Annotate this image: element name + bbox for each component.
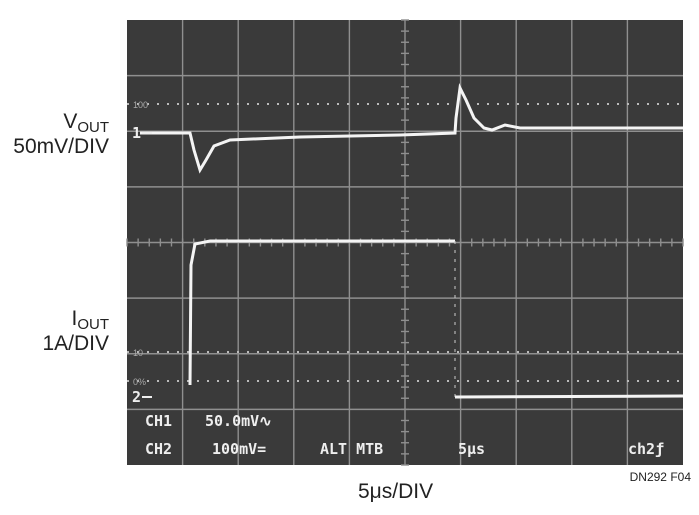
vout-sub: OUT <box>77 119 109 136</box>
readout: ALT MTB <box>320 440 383 458</box>
ch2-marker: 2 <box>132 388 141 406</box>
ref-label: 10 <box>133 348 143 358</box>
readout: 100mV= <box>212 440 266 458</box>
readout: CH1 <box>145 412 172 430</box>
ch1-marker: 1 <box>132 124 141 142</box>
ref-label: 0% <box>133 377 146 387</box>
x-scale: 5μs/DIV <box>358 480 434 503</box>
readout: 50.0mV∿ <box>205 412 272 430</box>
iout-main: I <box>71 307 78 330</box>
iout-trace <box>188 239 455 386</box>
iout-sub: OUT <box>77 316 109 333</box>
iout-scale: 1A/DIV <box>42 332 109 355</box>
readout: ch2ƒ <box>628 440 664 458</box>
vout-label: VOUT <box>63 110 109 140</box>
iout-trace-low <box>454 394 684 399</box>
vout-trace <box>140 82 683 174</box>
ref-label: 100 <box>133 100 148 110</box>
readout: 5μs <box>458 440 485 458</box>
figure-id: DN292 F04 <box>629 470 691 484</box>
iout-label: IOUT <box>71 307 109 337</box>
vout-scale: 50mV/DIV <box>13 135 109 158</box>
readout: CH2 <box>145 440 172 458</box>
vout-main: V <box>63 110 78 133</box>
